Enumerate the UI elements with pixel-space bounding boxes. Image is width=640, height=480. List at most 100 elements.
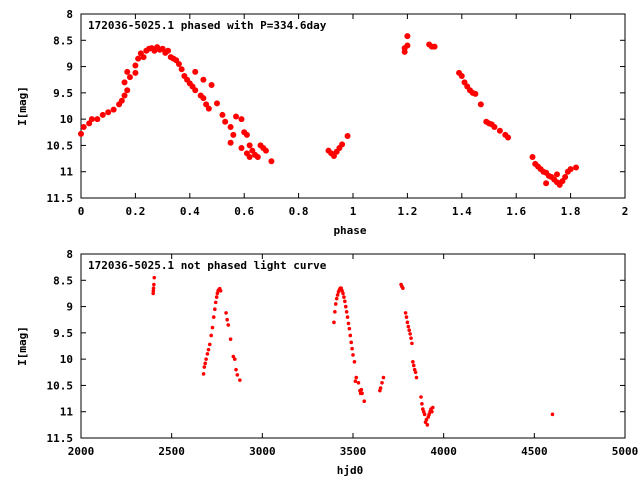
- unphased-data-point: [424, 417, 429, 422]
- unphased-data-point: [401, 286, 405, 290]
- phased-data-point: [80, 124, 87, 131]
- unphased-data-point: [403, 311, 408, 315]
- phased-panel: 0 0.2 0.4 0.6 0.8 1 1.2 1.4 1.6 1.8 2 8 8.5 9 9.5 10 10.…: [16, 8, 628, 237]
- unphased-data-point: [343, 299, 347, 304]
- phased-data-point: [238, 116, 245, 123]
- unphased-y-tick-label: 9.5: [53, 327, 73, 340]
- phased-data-point: [192, 87, 199, 94]
- unphased-data-point: [341, 291, 345, 296]
- phased-data-point: [227, 139, 234, 146]
- phased-data-point: [431, 43, 438, 50]
- phased-data-point: [200, 95, 207, 102]
- phased-data-point: [254, 153, 261, 160]
- unphased-data-point: [218, 289, 223, 293]
- unphased-y-tick-label: 8.5: [53, 274, 73, 287]
- phased-x-axis-label: phase: [333, 224, 366, 237]
- unphased-data-point: [151, 289, 156, 293]
- unphased-data-point: [235, 373, 240, 377]
- unphased-data-point: [411, 359, 415, 364]
- unphased-y-tick-label: 8: [66, 248, 73, 261]
- unphased-data-point: [407, 328, 412, 333]
- unphased-data-point: [354, 375, 359, 380]
- unphased-data-point: [210, 325, 215, 330]
- unphased-data-point: [422, 412, 427, 417]
- phased-data-point: [222, 118, 229, 125]
- phased-data-point: [178, 66, 185, 73]
- unphased-data-point: [353, 379, 358, 384]
- phased-data-point: [165, 47, 172, 54]
- unphased-data-point: [380, 381, 384, 385]
- unphased-data-point: [406, 324, 411, 329]
- unphased-y-tick-label: 10: [60, 353, 73, 366]
- phased-y-tick-label: 8.5: [53, 34, 73, 47]
- unphased-data-point: [213, 307, 217, 312]
- phased-x-tick-label: 1.8: [561, 205, 581, 218]
- unphased-data-point: [347, 326, 352, 331]
- phased-data-points: [78, 33, 580, 188]
- phased-y-tick-label: 9: [66, 61, 73, 74]
- phased-data-point: [554, 179, 560, 186]
- unphased-data-point: [209, 333, 213, 338]
- phased-y-tick-label: 8: [66, 8, 73, 21]
- unphased-data-point: [404, 315, 409, 319]
- unphased-data-point: [348, 333, 353, 338]
- phased-data-point: [505, 134, 512, 141]
- unphased-data-point: [238, 378, 242, 382]
- phased-y-axis-label: I[mag]: [16, 86, 29, 126]
- phased-chart-title: 172036-5025.1 phased with P=334.6day: [88, 19, 327, 32]
- phased-data-point: [268, 158, 275, 165]
- unphased-data-point: [550, 412, 555, 417]
- phased-y-tick-label: 9.5: [53, 87, 73, 100]
- unphased-data-point: [213, 300, 218, 305]
- unphased-x-tick-label: 3000: [249, 445, 276, 458]
- phased-data-point: [230, 131, 237, 138]
- phased-x-tick-label: 1: [350, 205, 357, 218]
- unphased-data-point: [344, 310, 349, 314]
- phased-data-point: [175, 60, 182, 67]
- unphased-x-tick-label: 4500: [521, 445, 548, 458]
- phased-data-point: [99, 111, 106, 118]
- unphased-y-tick-label: 11: [60, 406, 74, 419]
- unphased-y-tick-label: 9: [66, 301, 73, 314]
- phased-data-point: [208, 81, 215, 88]
- phased-data-point: [88, 116, 95, 123]
- phased-data-point: [78, 130, 84, 137]
- phased-data-point: [477, 101, 484, 108]
- phased-data-point: [118, 97, 125, 104]
- unphased-data-point: [381, 375, 386, 380]
- unphased-x-tick-label: 3500: [340, 445, 367, 458]
- phased-x-tick-label: 1.4: [452, 205, 472, 218]
- unphased-data-point: [333, 302, 338, 306]
- phased-data-point: [554, 171, 560, 178]
- unphased-data-point: [408, 332, 412, 336]
- phased-x-tick-label: 0.2: [125, 205, 145, 218]
- unphased-y-tick-label: 10.5: [47, 379, 74, 392]
- unphased-data-point: [234, 367, 238, 372]
- phased-x-tick-label: 1.6: [506, 205, 526, 218]
- unphased-data-point: [410, 341, 414, 346]
- phased-data-point: [124, 68, 131, 75]
- unphased-data-point: [152, 282, 156, 287]
- unphased-data-point: [224, 311, 228, 315]
- phased-data-point: [567, 166, 574, 173]
- phased-y-tick-label: 10.5: [47, 139, 74, 152]
- unphased-data-point: [405, 320, 410, 325]
- unphased-data-point: [231, 354, 236, 359]
- unphased-data-point: [152, 275, 157, 280]
- unphased-data-point: [349, 340, 353, 345]
- unphased-data-point: [420, 402, 424, 406]
- unphased-data-point: [226, 323, 231, 327]
- phased-data-point: [404, 33, 411, 40]
- phased-x-tick-label: 1.2: [397, 205, 417, 218]
- unphased-data-point: [362, 399, 367, 404]
- unphased-data-point: [202, 365, 207, 369]
- unphased-x-tick-label: 4000: [430, 445, 457, 458]
- phased-data-point: [192, 68, 199, 75]
- phased-data-point: [200, 76, 207, 83]
- unphased-data-point: [228, 337, 233, 341]
- unphased-data-points: [151, 275, 555, 427]
- phased-data-point: [246, 142, 253, 149]
- unphased-data-point: [345, 315, 350, 319]
- unphased-data-point: [334, 296, 339, 301]
